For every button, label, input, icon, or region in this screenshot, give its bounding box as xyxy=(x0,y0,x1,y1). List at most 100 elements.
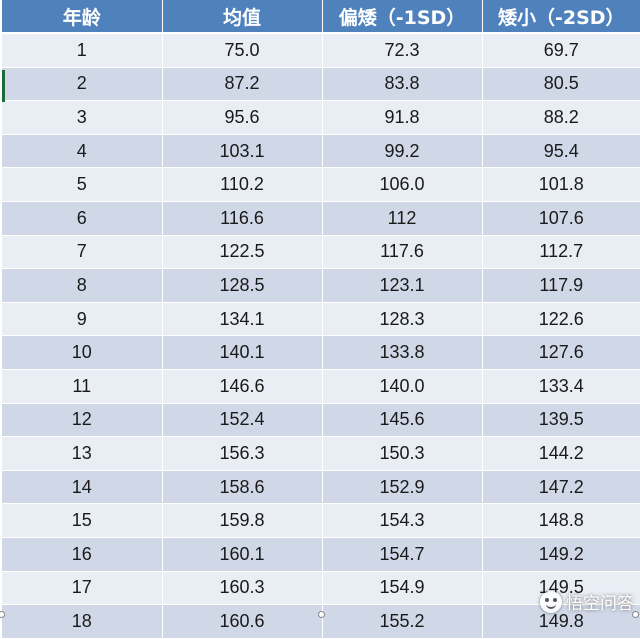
table-row: 16 160.1 154.7 149.2 xyxy=(2,537,640,572)
table-row: 17 160.3 154.9 149.5 xyxy=(2,571,640,606)
selection-edge-marker xyxy=(2,70,5,102)
cell-minus-1sd[interactable]: 133.8 xyxy=(322,335,483,370)
cell-mean[interactable]: 160.3 xyxy=(162,571,323,606)
cell-age[interactable]: 12 xyxy=(2,403,163,438)
cell-age[interactable]: 16 xyxy=(2,537,163,572)
cell-minus-2sd[interactable]: 107.6 xyxy=(482,201,640,236)
table-row: 2 87.2 83.8 80.5 xyxy=(2,67,640,102)
cell-minus-2sd[interactable]: 95.4 xyxy=(482,134,640,169)
table-row: 5 110.2 106.0 101.8 xyxy=(2,167,640,202)
cell-age[interactable]: 15 xyxy=(2,503,163,538)
cell-minus-1sd[interactable]: 145.6 xyxy=(322,403,483,438)
watermark-text: 悟空问答 xyxy=(566,594,634,614)
table-row: 12 152.4 145.6 139.5 xyxy=(2,403,640,438)
cell-minus-1sd[interactable]: 140.0 xyxy=(322,369,483,404)
header-minus-2sd[interactable]: 矮小（-2SD） xyxy=(482,0,640,34)
cell-minus-2sd[interactable]: 147.2 xyxy=(482,470,640,505)
cell-minus-2sd[interactable]: 122.6 xyxy=(482,302,640,337)
table-row: 8 128.5 123.1 117.9 xyxy=(2,268,640,303)
table-row: 1 75.0 72.3 69.7 xyxy=(2,33,640,68)
cell-minus-2sd[interactable]: 88.2 xyxy=(482,100,640,135)
cell-mean[interactable]: 134.1 xyxy=(162,302,323,337)
cell-age[interactable]: 2 xyxy=(2,67,163,102)
cell-mean[interactable]: 146.6 xyxy=(162,369,323,404)
cell-mean[interactable]: 87.2 xyxy=(162,67,323,102)
cell-mean[interactable]: 103.1 xyxy=(162,134,323,169)
cell-age[interactable]: 1 xyxy=(2,33,163,68)
cell-mean[interactable]: 159.8 xyxy=(162,503,323,538)
cell-minus-1sd[interactable]: 117.6 xyxy=(322,235,483,270)
cell-age[interactable]: 13 xyxy=(2,436,163,471)
cell-minus-1sd[interactable]: 128.3 xyxy=(322,302,483,337)
cell-age[interactable]: 4 xyxy=(2,134,163,169)
cell-minus-1sd[interactable]: 152.9 xyxy=(322,470,483,505)
header-row: 年龄 均值 偏矮（-1SD） 矮小（-2SD） xyxy=(2,0,640,34)
cell-age[interactable]: 5 xyxy=(2,167,163,202)
cell-age[interactable]: 14 xyxy=(2,470,163,505)
cell-minus-2sd[interactable]: 117.9 xyxy=(482,268,640,303)
table-row: 13 156.3 150.3 144.2 xyxy=(2,436,640,471)
cell-mean[interactable]: 160.1 xyxy=(162,537,323,572)
cell-minus-1sd[interactable]: 99.2 xyxy=(322,134,483,169)
cell-minus-2sd[interactable]: 149.2 xyxy=(482,537,640,572)
cell-minus-2sd[interactable]: 144.2 xyxy=(482,436,640,471)
cell-mean[interactable]: 122.5 xyxy=(162,235,323,270)
wukong-face-icon xyxy=(540,590,562,613)
cell-mean[interactable]: 140.1 xyxy=(162,335,323,370)
header-mean[interactable]: 均值 xyxy=(162,0,323,34)
cell-mean[interactable]: 75.0 xyxy=(162,33,323,68)
cell-minus-2sd[interactable]: 101.8 xyxy=(482,167,640,202)
cell-mean[interactable]: 116.6 xyxy=(162,201,323,236)
cell-age[interactable]: 18 xyxy=(2,604,163,639)
cell-minus-1sd[interactable]: 155.2 xyxy=(322,604,483,639)
cell-minus-2sd[interactable]: 69.7 xyxy=(482,33,640,68)
cell-minus-2sd[interactable]: 127.6 xyxy=(482,335,640,370)
table-row: 6 116.6 112 107.6 xyxy=(2,201,640,236)
cell-age[interactable]: 9 xyxy=(2,302,163,337)
cell-age[interactable]: 8 xyxy=(2,268,163,303)
cell-minus-1sd[interactable]: 154.3 xyxy=(322,503,483,538)
cell-minus-1sd[interactable]: 91.8 xyxy=(322,100,483,135)
cell-age[interactable]: 6 xyxy=(2,201,163,236)
watermark: 悟空问答 xyxy=(540,589,634,614)
table-row: 4 103.1 99.2 95.4 xyxy=(2,134,640,169)
cell-minus-2sd[interactable]: 139.5 xyxy=(482,403,640,438)
table-row: 15 159.8 154.3 148.8 xyxy=(2,503,640,538)
cell-minus-2sd[interactable]: 112.7 xyxy=(482,235,640,270)
table-row: 9 134.1 128.3 122.6 xyxy=(2,302,640,337)
table-row: 14 158.6 152.9 147.2 xyxy=(2,470,640,505)
cell-mean[interactable]: 95.6 xyxy=(162,100,323,135)
cell-minus-1sd[interactable]: 106.0 xyxy=(322,167,483,202)
cell-mean[interactable]: 128.5 xyxy=(162,268,323,303)
cell-minus-1sd[interactable]: 112 xyxy=(322,201,483,236)
cell-mean[interactable]: 156.3 xyxy=(162,436,323,471)
table-row: 3 95.6 91.8 88.2 xyxy=(2,100,640,135)
table-body: 1 75.0 72.3 69.7 2 87.2 83.8 80.5 3 95.6 91.8 88.2 4… xyxy=(2,33,640,639)
cell-minus-2sd[interactable]: 148.8 xyxy=(482,503,640,538)
cell-minus-1sd[interactable]: 123.1 xyxy=(322,268,483,303)
cell-minus-2sd[interactable]: 80.5 xyxy=(482,67,640,102)
cell-mean[interactable]: 110.2 xyxy=(162,167,323,202)
cell-age[interactable]: 11 xyxy=(2,369,163,404)
cell-age[interactable]: 17 xyxy=(2,571,163,606)
cell-mean[interactable]: 158.6 xyxy=(162,470,323,505)
header-age[interactable]: 年龄 xyxy=(2,0,163,34)
resize-handle-middle[interactable] xyxy=(318,611,325,618)
cell-minus-1sd[interactable]: 154.7 xyxy=(322,537,483,572)
table-row: 11 146.6 140.0 133.4 xyxy=(2,369,640,404)
cell-age[interactable]: 10 xyxy=(2,335,163,370)
header-minus-1sd[interactable]: 偏矮（-1SD） xyxy=(322,0,483,34)
cell-mean[interactable]: 152.4 xyxy=(162,403,323,438)
cell-mean[interactable]: 160.6 xyxy=(162,604,323,639)
cell-minus-1sd[interactable]: 72.3 xyxy=(322,33,483,68)
table-row: 10 140.1 133.8 127.6 xyxy=(2,335,640,370)
cell-minus-1sd[interactable]: 154.9 xyxy=(322,571,483,606)
cell-minus-1sd[interactable]: 150.3 xyxy=(322,436,483,471)
cell-age[interactable]: 7 xyxy=(2,235,163,270)
table-row: 7 122.5 117.6 112.7 xyxy=(2,235,640,270)
cell-minus-2sd[interactable]: 133.4 xyxy=(482,369,640,404)
cell-minus-1sd[interactable]: 83.8 xyxy=(322,67,483,102)
cell-age[interactable]: 3 xyxy=(2,100,163,135)
